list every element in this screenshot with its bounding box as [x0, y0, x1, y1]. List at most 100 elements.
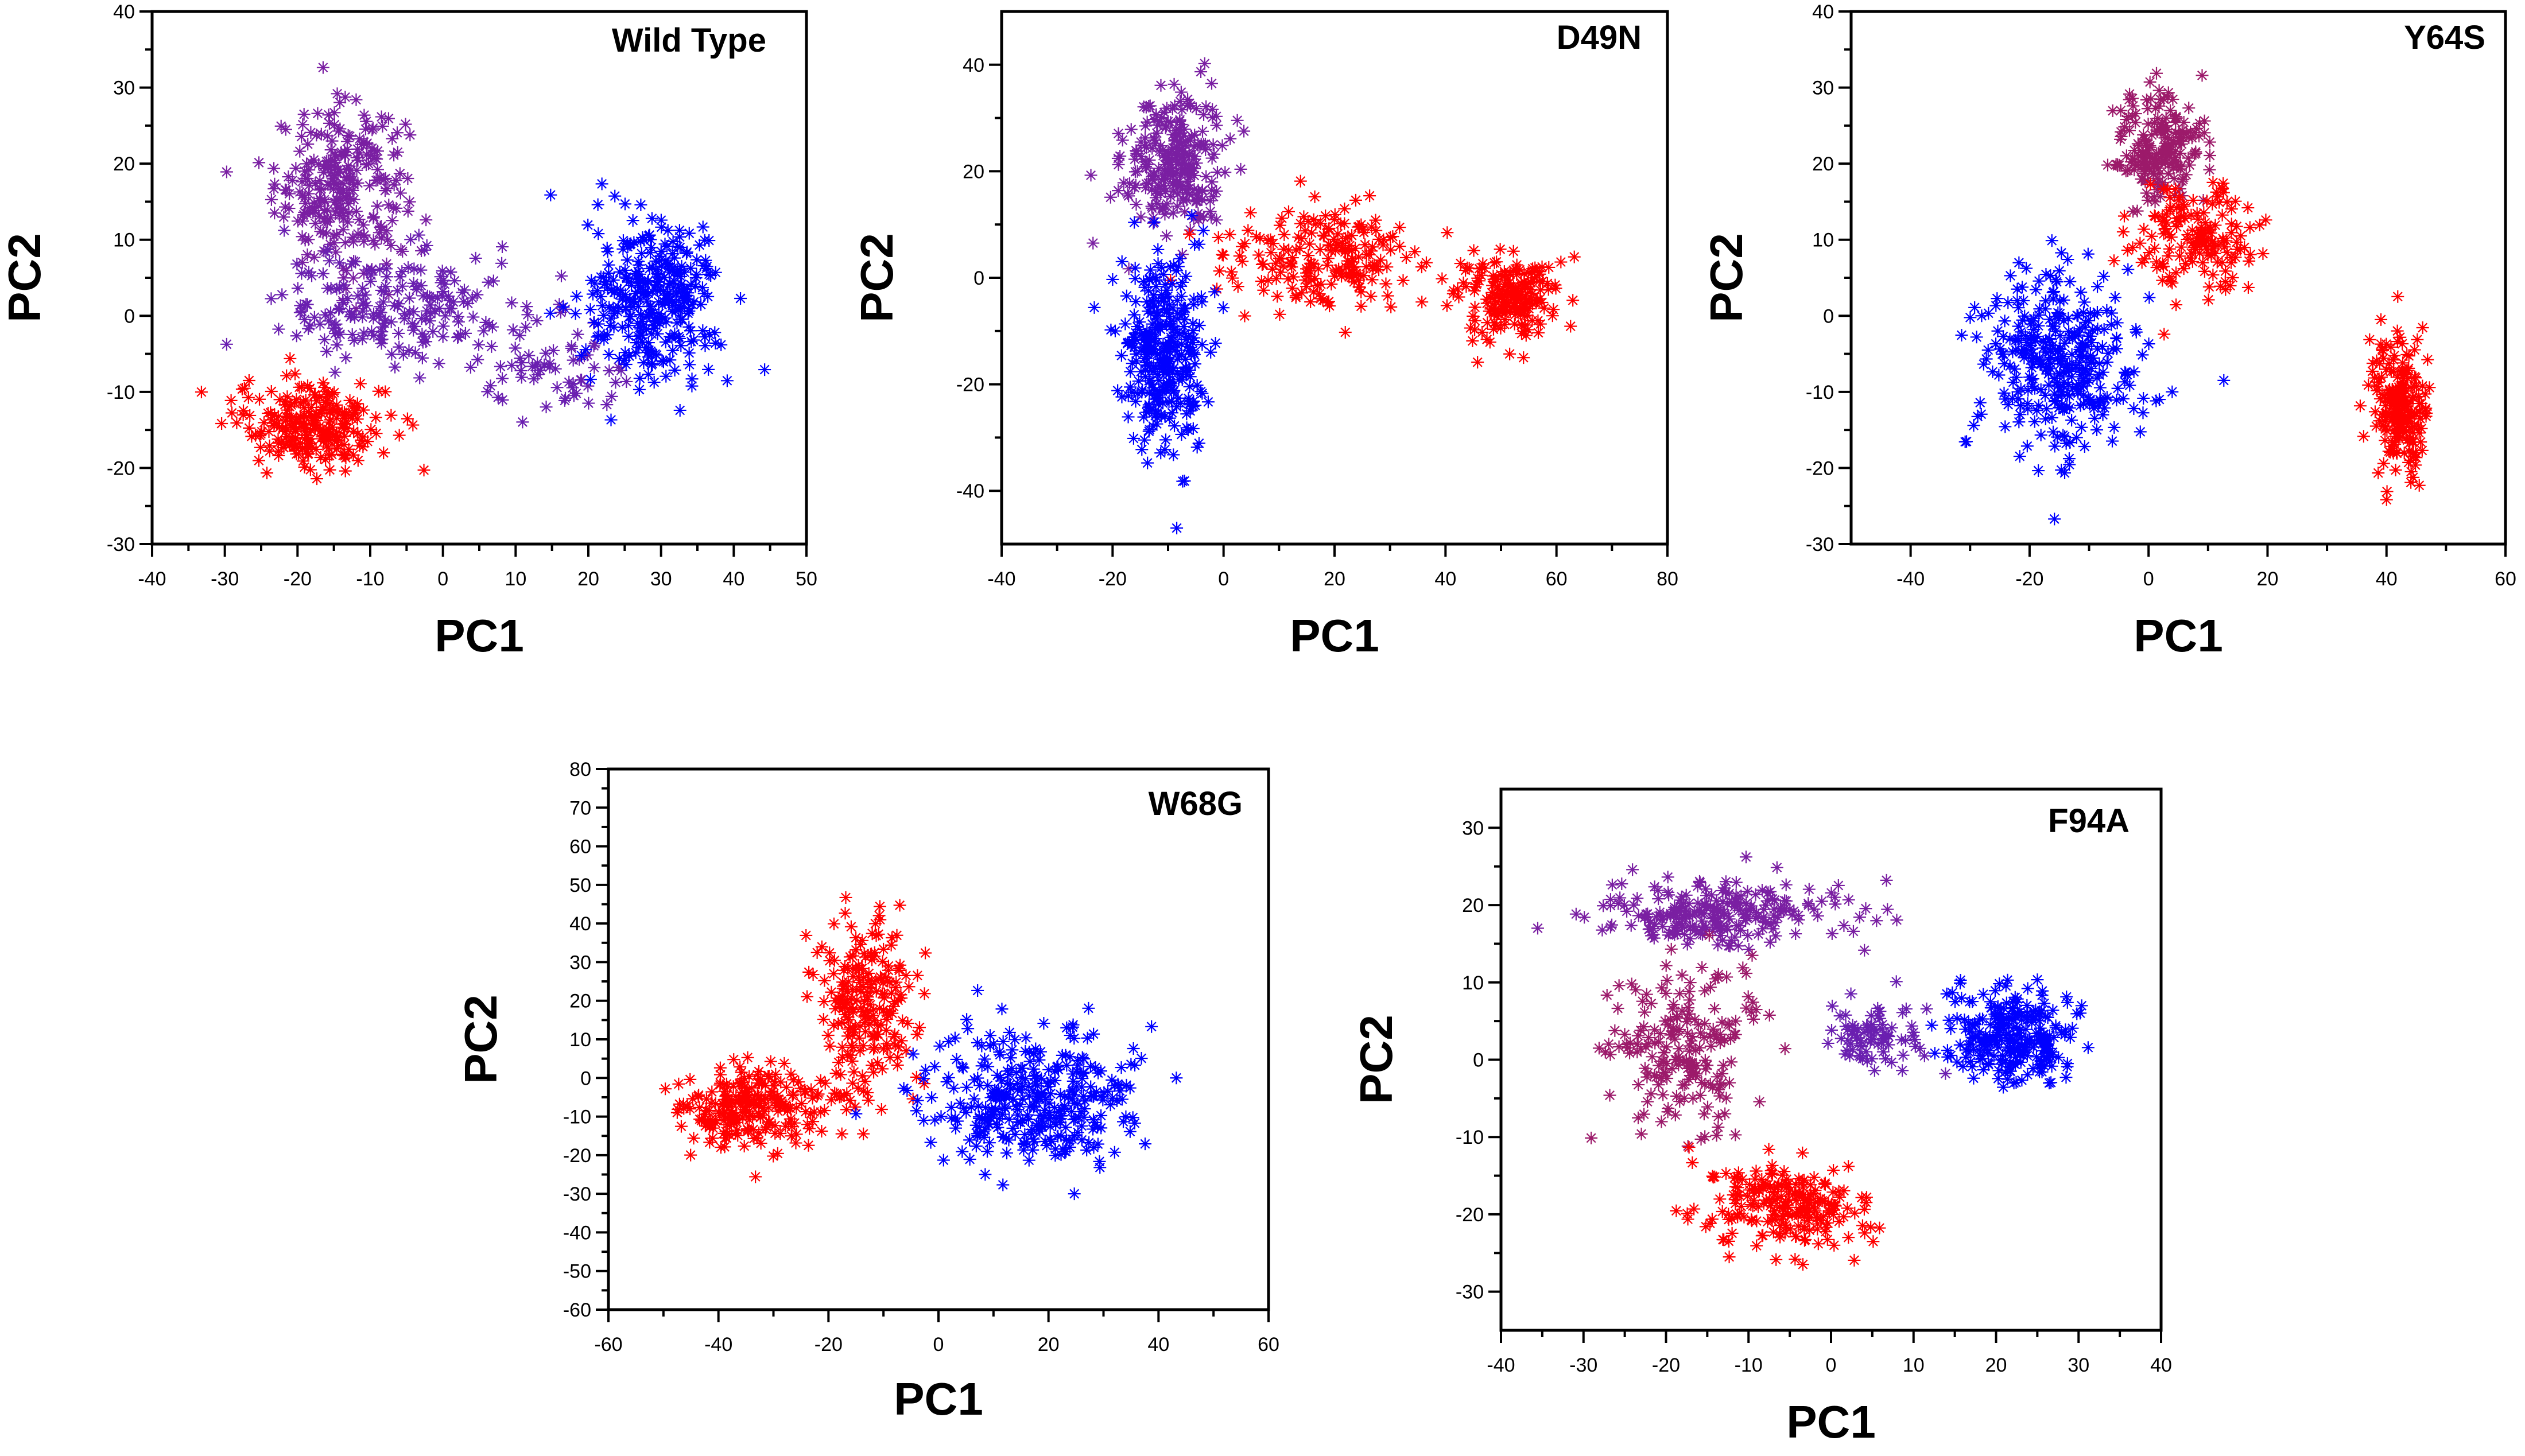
- scatter-point: [2148, 210, 2162, 223]
- scatter-point: [673, 241, 686, 254]
- scatter-point: [1839, 1020, 1852, 1033]
- scatter-point: [1882, 1030, 1895, 1043]
- scatter-point: [268, 177, 281, 191]
- scatter-point: [802, 1139, 815, 1152]
- scatter-point: [686, 1092, 699, 1105]
- scatter-point: [906, 1047, 920, 1061]
- scatter-point: [1955, 992, 1968, 1005]
- scatter-point: [894, 958, 907, 972]
- scatter-point: [316, 227, 329, 240]
- scatter-point: [307, 414, 320, 428]
- scatter-point: [1153, 145, 1166, 158]
- scatter-point: [682, 227, 696, 240]
- scatter-point: [2126, 110, 2139, 123]
- scatter-point: [1149, 280, 1162, 293]
- scatter-point: [2186, 193, 2200, 207]
- scatter-point: [1196, 184, 1209, 197]
- scatter-point: [351, 427, 364, 440]
- scatter-point: [1800, 1201, 1813, 1214]
- scatter-point: [1789, 1194, 1802, 1207]
- scatter-point: [350, 164, 363, 177]
- scatter-point: [827, 917, 840, 930]
- scatter-point: [352, 213, 366, 226]
- scatter-point: [521, 308, 534, 321]
- scatter-point: [1093, 1155, 1106, 1168]
- scatter-point: [1147, 169, 1160, 183]
- scatter-point: [1216, 249, 1229, 262]
- scatter-point: [1656, 920, 1669, 933]
- scatter-point: [846, 1040, 859, 1054]
- scatter-point: [1161, 289, 1174, 302]
- scatter-point: [1188, 293, 1201, 306]
- scatter-point: [1128, 153, 1141, 166]
- scatter-point: [297, 108, 311, 121]
- scatter-point: [1300, 262, 1313, 275]
- scatter-point: [1735, 890, 1748, 903]
- scatter-point: [1741, 885, 1754, 898]
- scatter-point: [1678, 1092, 1691, 1105]
- scatter-point: [2116, 225, 2130, 238]
- scatter-point: [1612, 979, 1626, 992]
- scatter-point: [530, 314, 544, 327]
- scatter-point: [2372, 372, 2386, 386]
- scatter-point: [1208, 147, 1221, 161]
- scatter-point: [592, 317, 605, 331]
- scatter-point: [330, 282, 343, 296]
- scatter-point: [685, 372, 699, 386]
- scatter-point: [1464, 321, 1477, 335]
- scatter-point: [1812, 1237, 1825, 1251]
- scatter-point: [1087, 1090, 1100, 1104]
- series-purple-top: [2101, 67, 2216, 218]
- scatter-point: [1054, 1129, 1068, 1143]
- scatter-point: [940, 1075, 953, 1088]
- scatter-point: [1759, 915, 1772, 928]
- scatter-point: [1763, 1008, 1776, 1022]
- scatter-point: [1149, 191, 1162, 204]
- scatter-point: [413, 371, 426, 385]
- x-tick-label: 60: [1546, 568, 1568, 590]
- scatter-point: [1004, 1051, 1017, 1065]
- y-tick-label: -60: [563, 1299, 591, 1321]
- scatter-point: [2138, 253, 2151, 266]
- scatter-point: [2175, 240, 2188, 254]
- scatter-point: [1600, 988, 1613, 1001]
- scatter-point: [2175, 174, 2189, 188]
- scatter-point: [2034, 1022, 2047, 1035]
- scatter-point: [1631, 892, 1644, 905]
- scatter-point: [1146, 378, 1159, 391]
- scatter-point: [553, 298, 566, 311]
- scatter-point: [1981, 343, 1995, 356]
- scatter-point: [1634, 1042, 1647, 1055]
- scatter-point: [297, 417, 310, 430]
- scatter-point: [634, 281, 647, 294]
- scatter-point: [743, 1070, 756, 1083]
- scatter-point: [1829, 898, 1842, 911]
- scatter-point: [340, 162, 353, 176]
- scatter-point: [296, 189, 309, 202]
- panel-title: W68G: [1149, 785, 1243, 822]
- scatter-point: [1199, 143, 1212, 156]
- scatter-point: [522, 349, 536, 362]
- scatter-point: [485, 340, 498, 353]
- scatter-point: [2026, 358, 2039, 371]
- scatter-point: [2012, 256, 2026, 269]
- scatter-point: [1775, 1190, 1788, 1203]
- x-tick-label: 80: [1657, 568, 1678, 590]
- scatter-point: [332, 303, 346, 316]
- scatter-point: [309, 217, 322, 230]
- scatter-point: [557, 300, 570, 313]
- y-tick-label: -10: [1806, 382, 1834, 403]
- scatter-point: [1533, 274, 1546, 288]
- scatter-point: [1841, 1023, 1855, 1036]
- scatter-point: [1692, 1018, 1705, 1031]
- scatter-point: [1481, 316, 1494, 329]
- scatter-point: [415, 244, 428, 258]
- scatter-point: [317, 376, 330, 390]
- scatter-point: [1864, 1221, 1878, 1234]
- scatter-point: [2241, 281, 2255, 294]
- scatter-point: [2037, 341, 2050, 355]
- scatter-point: [2014, 382, 2027, 395]
- scatter-point: [1186, 422, 1200, 435]
- scatter-point: [913, 1021, 926, 1034]
- scatter-point: [1187, 346, 1200, 359]
